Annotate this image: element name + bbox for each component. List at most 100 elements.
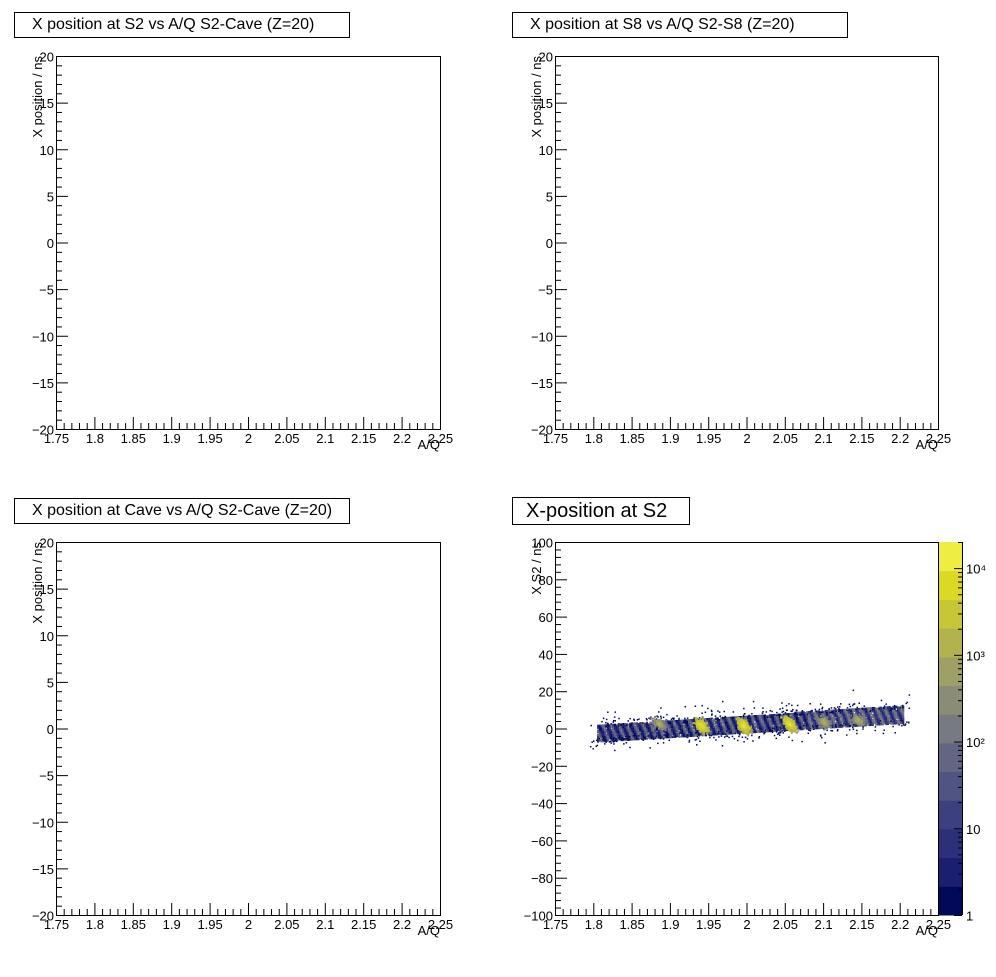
heatmap-cell bbox=[735, 733, 737, 735]
heatmap-cell bbox=[859, 703, 861, 705]
heatmap-cell bbox=[688, 719, 690, 721]
heatmap-cell bbox=[720, 715, 722, 717]
heatmap-cell bbox=[668, 723, 670, 725]
heatmap-cell bbox=[660, 707, 662, 709]
heatmap-cell bbox=[824, 742, 826, 744]
x-axis-label: A/Q bbox=[418, 437, 440, 452]
heatmap-cell bbox=[676, 715, 678, 717]
heatmap-cell bbox=[772, 732, 774, 734]
heatmap-cell bbox=[902, 705, 904, 707]
heatmap-cell bbox=[655, 736, 657, 738]
heatmap-cell bbox=[711, 713, 713, 715]
heatmap-cell bbox=[705, 728, 707, 730]
heatmap-cell bbox=[669, 740, 671, 742]
heatmap-cell bbox=[794, 729, 796, 731]
heatmap-cell bbox=[690, 735, 692, 737]
heatmap-cell bbox=[722, 745, 724, 747]
heatmap-cell bbox=[667, 735, 669, 737]
heatmap-cell bbox=[762, 707, 764, 709]
heatmap-cell bbox=[786, 709, 788, 711]
heatmap-cell bbox=[780, 728, 782, 730]
heatmap-cell bbox=[629, 723, 631, 725]
heatmap-cell bbox=[696, 739, 698, 741]
heatmap-cell bbox=[788, 703, 790, 705]
heatmap-cell bbox=[695, 717, 697, 719]
heatmap-cell bbox=[633, 719, 635, 721]
plot-frame bbox=[57, 57, 441, 430]
heatmap-cell bbox=[706, 733, 708, 735]
x-tick-label: 1.8 bbox=[585, 431, 603, 446]
heatmap-cell bbox=[623, 738, 625, 740]
heatmap-cell bbox=[726, 730, 728, 732]
heatmap-cell bbox=[685, 720, 687, 722]
x-tick-label: 2.1 bbox=[316, 431, 334, 446]
heatmap-cell bbox=[676, 720, 678, 722]
heatmap-cell bbox=[821, 718, 823, 720]
heatmap-cell bbox=[752, 740, 754, 742]
heatmap-cell bbox=[697, 722, 699, 724]
heatmap-cell bbox=[665, 719, 667, 721]
heatmap-cell bbox=[820, 715, 822, 717]
heatmap-cell bbox=[749, 730, 751, 732]
x-tick-label: 1.9 bbox=[163, 917, 181, 932]
heatmap-cell bbox=[743, 708, 745, 710]
heatmap-cell bbox=[784, 730, 786, 732]
heatmap-cell bbox=[738, 721, 740, 723]
heatmap-cell bbox=[862, 709, 864, 711]
heatmap-cell bbox=[738, 717, 740, 719]
heatmap-cell bbox=[725, 733, 727, 735]
heatmap-cell bbox=[781, 702, 783, 704]
y-tick-label: 10 bbox=[40, 143, 54, 158]
heatmap-cell bbox=[826, 712, 828, 714]
heatmap-cell bbox=[687, 717, 689, 719]
heatmap-cell bbox=[783, 714, 785, 716]
heatmap-cell bbox=[697, 720, 699, 722]
heatmap-cell bbox=[606, 719, 608, 721]
heatmap-cell bbox=[906, 703, 908, 705]
heatmap-cell bbox=[665, 735, 667, 737]
heatmap-cell bbox=[696, 744, 698, 746]
heatmap-cell bbox=[626, 738, 628, 740]
heatmap-cell bbox=[656, 732, 658, 734]
heatmap-cell bbox=[725, 716, 727, 718]
heatmap-cell bbox=[728, 737, 730, 739]
heatmap-cell bbox=[793, 720, 795, 722]
heatmap-cell bbox=[791, 722, 793, 724]
heatmap-cell bbox=[637, 719, 639, 721]
heatmap-cell bbox=[847, 707, 849, 709]
heatmap-cell bbox=[774, 735, 776, 737]
heatmap-cell bbox=[821, 708, 823, 710]
heatmap-cell bbox=[638, 723, 640, 725]
y-tick-label: 10 bbox=[539, 143, 553, 158]
heatmap-cell bbox=[902, 707, 904, 709]
heatmap-cell bbox=[687, 734, 689, 736]
heatmap-cell bbox=[853, 729, 855, 731]
heatmap-cell bbox=[783, 732, 785, 734]
heatmap-cell bbox=[883, 730, 885, 732]
heatmap-cell bbox=[636, 736, 638, 738]
heatmap-cell bbox=[826, 716, 828, 718]
heatmap-cell bbox=[869, 725, 871, 727]
heatmap-cell bbox=[830, 726, 832, 728]
y-tick-label: −10 bbox=[32, 815, 54, 830]
heatmap-cell bbox=[778, 732, 780, 734]
y-axis-label: X position / ns bbox=[529, 56, 544, 138]
heatmap-cell bbox=[732, 736, 734, 738]
heatmap-cell bbox=[681, 732, 683, 734]
heatmap-cell bbox=[880, 720, 882, 722]
x-tick-label: 2.05 bbox=[274, 431, 299, 446]
heatmap-cell bbox=[610, 738, 612, 740]
heatmap-cell bbox=[770, 729, 772, 731]
heatmap-cell bbox=[837, 706, 839, 708]
heatmap-cell bbox=[747, 717, 749, 719]
heatmap-cell bbox=[626, 725, 628, 727]
y-tick-label: −10 bbox=[531, 329, 553, 344]
heatmap-cell bbox=[655, 725, 657, 727]
plot-frame bbox=[57, 543, 441, 916]
heatmap-cell bbox=[780, 727, 782, 729]
heatmap-cell bbox=[596, 746, 598, 748]
chart-title: X position at S8 vs A/Q S2-S8 (Z=20) bbox=[512, 12, 848, 38]
heatmap-cell bbox=[722, 717, 724, 719]
